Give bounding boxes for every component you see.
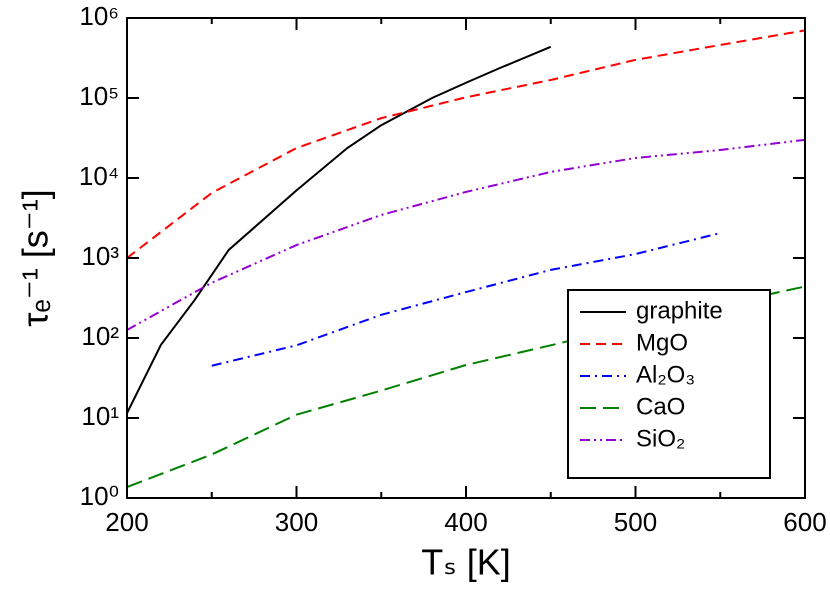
x-tick-label: 600: [783, 507, 826, 537]
legend-label: MgO: [636, 329, 688, 356]
x-axis-title: Tₛ [K]: [421, 542, 510, 583]
y-tick-label: 10²: [81, 321, 119, 351]
x-tick-label: 300: [275, 507, 318, 537]
y-tick-label: 10¹: [81, 401, 119, 431]
y-tick-label: 10⁵: [79, 81, 119, 111]
y-tick-label: 10⁰: [80, 481, 119, 511]
x-tick-label: 200: [105, 507, 148, 537]
legend-label: SiO₂: [636, 425, 685, 452]
series-line: [126, 45, 552, 414]
legend-label: CaO: [636, 393, 685, 420]
y-tick-label: 10⁴: [79, 161, 119, 191]
legend-label: Al₂O₃: [636, 361, 695, 388]
legend-box: [567, 289, 771, 479]
x-tick-label: 500: [614, 507, 657, 537]
y-tick-label: 10³: [81, 241, 119, 271]
legend-label: graphite: [636, 297, 723, 324]
y-tick-label: 10⁶: [79, 1, 119, 31]
x-tick-label: 400: [444, 507, 487, 537]
series-line: [211, 232, 721, 367]
y-axis-title: τₑ⁻¹ [s⁻¹]: [15, 189, 56, 327]
series-line: [126, 285, 806, 488]
series-line: [126, 29, 806, 259]
series-line: [126, 138, 806, 331]
